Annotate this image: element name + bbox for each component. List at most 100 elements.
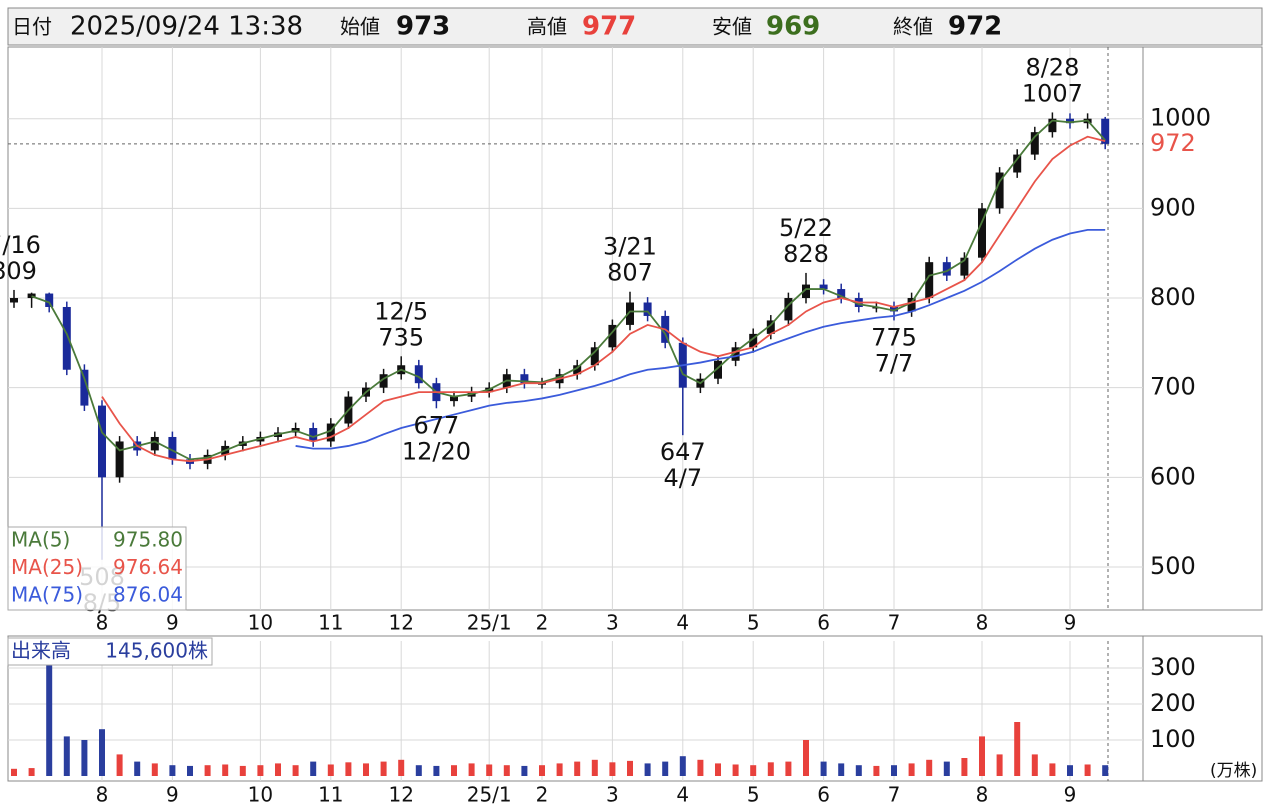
x-tick-label: 25/1 (467, 783, 512, 807)
legend-value: 876.04 (113, 583, 183, 607)
volume-frame (7, 635, 1263, 782)
volume-bar (926, 759, 933, 776)
volume-unit: (万株) (1210, 761, 1257, 781)
open-value: 973 (396, 12, 450, 42)
close-label: 終値 (893, 15, 933, 39)
x-tick-label: 2 (536, 783, 549, 807)
volume-bar (275, 763, 281, 776)
volume-bar (292, 765, 299, 776)
x-tick-label: 8 (976, 611, 989, 635)
volume-bar (767, 762, 774, 776)
candle-body (749, 333, 758, 348)
open-label: 始値 (340, 15, 380, 39)
annotation-date: 12/5 (374, 297, 428, 325)
candle-body (1030, 132, 1039, 155)
volume-bar (609, 762, 616, 776)
last-price-label: 972 (1150, 129, 1196, 157)
price-frame (7, 46, 1263, 611)
candle-body (62, 306, 71, 370)
volume-bar (873, 765, 880, 776)
high-value: 977 (582, 12, 636, 42)
annotation-date: 4/7 (663, 464, 702, 492)
volume-bar (979, 736, 985, 776)
candle-body (731, 347, 740, 361)
x-tick-label: 9 (166, 783, 179, 807)
y-tick-label: 1000 (1150, 104, 1211, 132)
volume-bar (1031, 754, 1038, 776)
candle-body (802, 284, 810, 299)
annotation-value: 1007 (1022, 79, 1083, 107)
candle-body (784, 298, 793, 321)
y-tick-label: 600 (1150, 462, 1196, 490)
y-tick-label: 800 (1150, 283, 1196, 311)
candle-body (819, 284, 828, 290)
candle-body (326, 423, 335, 442)
x-tick-label: 4 (676, 783, 689, 807)
candle-body (27, 293, 36, 299)
volume-bar (908, 763, 915, 776)
x-tick-label: 25/1 (467, 611, 512, 635)
volume-bar (11, 768, 17, 776)
x-tick-label: 3 (606, 783, 619, 807)
candle-body (1066, 118, 1074, 124)
volume-bar (820, 761, 827, 776)
volume-bar (697, 759, 704, 776)
legend-value: 976.64 (113, 555, 183, 579)
legend-name: MA(75) (11, 583, 83, 607)
volume-bar (1102, 765, 1109, 776)
volume-bar (961, 758, 968, 776)
x-tick-label: 2 (536, 611, 549, 635)
volume-bar (468, 763, 475, 776)
volume-bar (1084, 764, 1091, 776)
volume-last: 145,600株 (105, 639, 208, 663)
volume-bar (486, 764, 493, 776)
volume-bar (503, 765, 510, 776)
x-tick-label: 8 (96, 783, 109, 807)
candle-body (309, 428, 318, 442)
low-label: 安値 (712, 15, 752, 39)
x-tick-label: 9 (1064, 611, 1077, 635)
candle-body (960, 257, 969, 276)
x-tick-label: 7 (888, 783, 901, 807)
low-value: 969 (766, 12, 820, 42)
volume-bar (310, 761, 317, 776)
ma-line (295, 228, 1106, 450)
x-tick-label: 12 (388, 611, 413, 635)
candle-body (98, 405, 106, 478)
candle-body (1101, 118, 1110, 144)
annotation-date: 8/28 (1025, 53, 1079, 81)
candle-body (890, 306, 898, 312)
candle-body (1048, 118, 1057, 133)
volume-bar (838, 763, 845, 776)
x-tick-label: 8 (96, 611, 109, 635)
volume-bar (750, 765, 757, 776)
volume-bar (151, 763, 158, 776)
volume-bar (398, 759, 405, 776)
volume-bar (169, 765, 176, 776)
candle-body (907, 298, 916, 312)
candle-body (978, 208, 986, 258)
volume-title: 出来高 (11, 639, 71, 663)
annotation-value: 807 (607, 259, 653, 287)
candle-body (837, 289, 846, 299)
volume-bar (1014, 722, 1021, 776)
x-tick-label: 6 (817, 783, 830, 807)
legend-name: MA(5) (11, 528, 70, 552)
datetime: 2025/09/24 13:38 (70, 12, 303, 42)
candle-body (168, 436, 177, 460)
candle-body (520, 374, 529, 384)
x-tick-label: 11 (318, 783, 343, 807)
candle-body (379, 374, 388, 388)
volume-bar (204, 765, 211, 776)
volume-bar (627, 760, 633, 776)
annotation-value: 809 (0, 257, 37, 285)
volume-bar (891, 765, 897, 776)
y-tick-label: 100 (1150, 725, 1196, 753)
y-tick-label: 900 (1150, 193, 1196, 221)
x-tick-label: 6 (817, 611, 830, 635)
y-tick-label: 700 (1150, 373, 1196, 401)
y-tick-label: 200 (1150, 689, 1196, 717)
volume-bar (239, 765, 246, 776)
